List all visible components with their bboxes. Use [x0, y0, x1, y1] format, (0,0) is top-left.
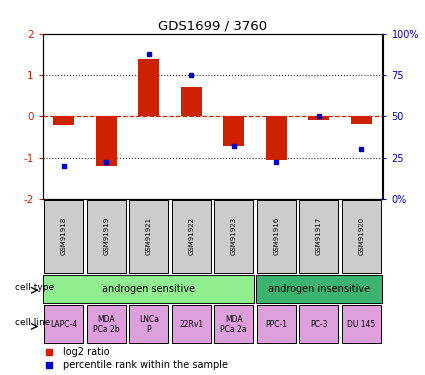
Text: MDA
PCa 2b: MDA PCa 2b [93, 315, 119, 334]
FancyBboxPatch shape [342, 200, 381, 273]
FancyBboxPatch shape [214, 200, 253, 273]
Text: LAPC-4: LAPC-4 [50, 320, 77, 329]
FancyBboxPatch shape [129, 305, 168, 344]
Title: GDS1699 / 3760: GDS1699 / 3760 [158, 20, 267, 33]
FancyBboxPatch shape [44, 305, 83, 344]
Bar [53, 116, 74, 125]
Text: GSM91923: GSM91923 [231, 217, 237, 255]
Text: GSM91920: GSM91920 [358, 217, 364, 255]
FancyBboxPatch shape [257, 305, 296, 344]
Text: LNCa
P: LNCa P [139, 315, 159, 334]
FancyBboxPatch shape [172, 200, 211, 273]
FancyBboxPatch shape [257, 200, 296, 273]
Bar [308, 116, 329, 120]
FancyBboxPatch shape [342, 305, 381, 344]
FancyBboxPatch shape [129, 200, 168, 273]
Text: MDA
PCa 2a: MDA PCa 2a [221, 315, 247, 334]
FancyBboxPatch shape [87, 305, 126, 344]
FancyBboxPatch shape [214, 305, 253, 344]
FancyBboxPatch shape [299, 305, 338, 344]
FancyBboxPatch shape [43, 275, 254, 303]
Text: percentile rank within the sample: percentile rank within the sample [63, 360, 228, 370]
Bar [138, 58, 159, 116]
Text: PPC-1: PPC-1 [265, 320, 287, 329]
Bar [266, 116, 287, 160]
FancyBboxPatch shape [87, 200, 126, 273]
FancyBboxPatch shape [256, 275, 382, 303]
FancyBboxPatch shape [172, 305, 211, 344]
Text: GSM91918: GSM91918 [61, 217, 67, 255]
Text: GSM91916: GSM91916 [273, 217, 279, 255]
Text: 22Rv1: 22Rv1 [179, 320, 203, 329]
Text: GSM91917: GSM91917 [316, 217, 322, 255]
Text: PC-3: PC-3 [310, 320, 328, 329]
Text: cell type: cell type [15, 283, 54, 292]
Text: androgen insensitive: androgen insensitive [268, 284, 370, 294]
Text: GSM91922: GSM91922 [188, 217, 194, 255]
Bar [223, 116, 244, 146]
Text: DU 145: DU 145 [347, 320, 375, 329]
Text: cell line: cell line [15, 318, 50, 327]
Text: log2 ratio: log2 ratio [63, 346, 110, 357]
Text: GSM91921: GSM91921 [146, 217, 152, 255]
FancyBboxPatch shape [44, 200, 83, 273]
Bar [96, 116, 117, 166]
Text: androgen sensitive: androgen sensitive [102, 284, 196, 294]
FancyBboxPatch shape [299, 200, 338, 273]
Bar [181, 87, 202, 116]
Bar [351, 116, 372, 124]
Text: GSM91919: GSM91919 [103, 217, 109, 255]
